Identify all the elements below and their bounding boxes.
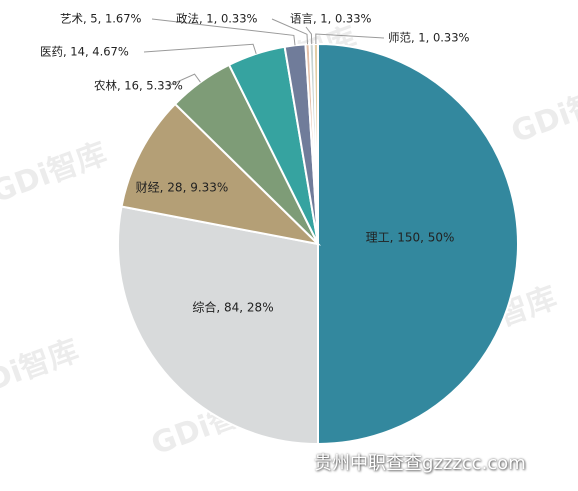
- data-label: 语言, 1, 0.33%: [290, 12, 372, 26]
- leader-line: [143, 43, 257, 54]
- leader-line: [271, 18, 309, 45]
- source-credit: 贵州中职查查gzzzcc.com: [314, 453, 526, 474]
- pie-slice-9: [312, 42, 319, 245]
- pie-slice-2: [117, 205, 319, 446]
- data-label: 师范, 1, 0.33%: [388, 31, 470, 45]
- data-label: 综合, 84, 28%: [192, 300, 273, 315]
- leader-line: [305, 26, 313, 45]
- data-label: 理工, 150, 50%: [366, 231, 455, 245]
- data-label: 医药, 14, 4.67%: [40, 45, 129, 59]
- leader-line: [315, 33, 385, 45]
- leader-line: [151, 18, 296, 46]
- data-label: 财经, 28, 9.33%: [136, 181, 229, 195]
- pie-slice-1: [317, 42, 519, 446]
- leader-line: [167, 73, 201, 87]
- data-label: 农林, 16, 5.33%: [94, 79, 183, 93]
- data-label: 政法, 1, 0.33%: [176, 12, 258, 26]
- pie-slice-3: [120, 102, 322, 246]
- data-label: 艺术, 5, 1.67%: [60, 12, 142, 26]
